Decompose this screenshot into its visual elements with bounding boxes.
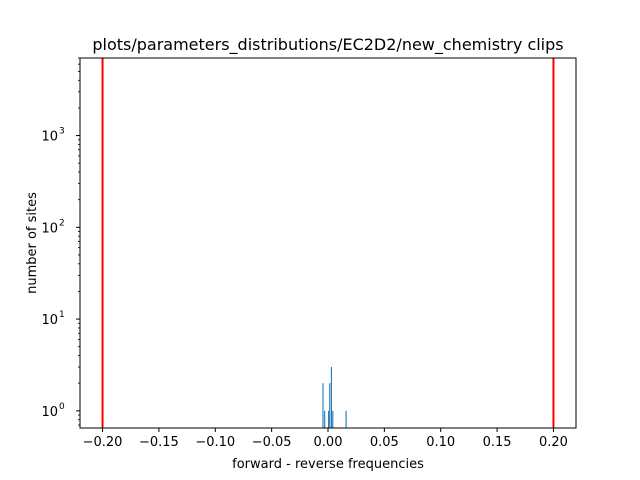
y-tick-exponent: 2 bbox=[59, 218, 65, 228]
histogram-bar bbox=[324, 410, 326, 428]
y-tick-exponent: 0 bbox=[59, 402, 65, 412]
bars-layer bbox=[322, 367, 347, 428]
y-tick-exponent: 1 bbox=[59, 310, 65, 320]
x-tick-label: 0.10 bbox=[426, 435, 455, 450]
y-tick-label: 10 bbox=[41, 405, 58, 420]
y-axis-label: number of sites bbox=[25, 192, 40, 294]
y-tick-label: 10 bbox=[41, 313, 58, 328]
y-tick-label: 10 bbox=[41, 221, 58, 236]
x-axis-ticks: −0.20 −0.15 −0.10 −0.05 0.00 0.05 0.10 0.15 0.20 bbox=[83, 428, 568, 450]
y-tick-exponent: 3 bbox=[59, 127, 65, 137]
x-tick-label: −0.20 bbox=[83, 435, 123, 450]
x-tick-label: −0.10 bbox=[195, 435, 235, 450]
x-tick-label: −0.15 bbox=[139, 435, 179, 450]
histogram-bar bbox=[322, 383, 324, 428]
x-axis-label: forward - reverse frequencies bbox=[232, 457, 424, 472]
histogram-bar bbox=[328, 410, 330, 428]
x-tick-label: 0.15 bbox=[483, 435, 512, 450]
x-tick-label: −0.05 bbox=[252, 435, 292, 450]
histogram-bar bbox=[330, 367, 332, 428]
x-tick-label: 0.20 bbox=[539, 435, 568, 450]
chart-title: plots/parameters_distributions/EC2D2/new… bbox=[92, 35, 563, 55]
y-tick-label: 10 bbox=[41, 130, 58, 145]
histogram-bar bbox=[345, 410, 347, 428]
threshold-lines-layer bbox=[101, 58, 555, 428]
histogram-bar bbox=[332, 410, 334, 428]
x-tick-label: 0.05 bbox=[370, 435, 399, 450]
histogram-bar bbox=[329, 383, 331, 428]
x-tick-label: 0.00 bbox=[314, 435, 343, 450]
